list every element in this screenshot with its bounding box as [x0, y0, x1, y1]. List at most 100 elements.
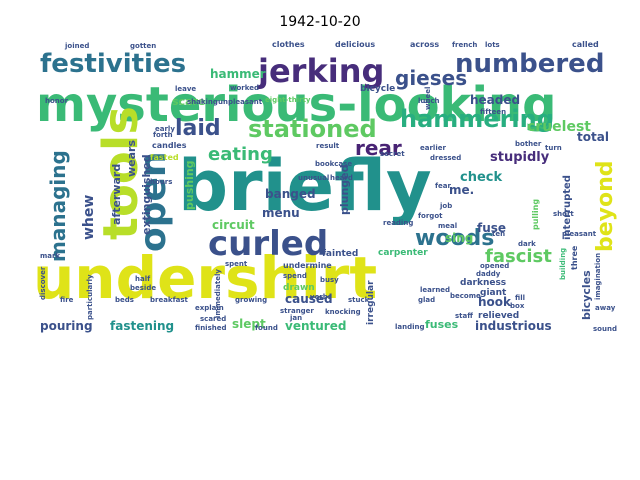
cloud-word: wheel	[424, 87, 432, 110]
cloud-word: industrious	[475, 319, 552, 333]
cloud-word: spent	[225, 260, 248, 268]
cloud-word: bookcase	[315, 160, 352, 168]
cloud-word: beside	[130, 284, 156, 292]
cloud-word: interrupted	[562, 175, 573, 240]
cloud-word: earlier	[420, 144, 446, 152]
cloud-word: early	[155, 125, 175, 133]
cloud-word: beyond	[593, 160, 618, 252]
cloud-word: fifteen	[480, 108, 506, 116]
cloud-word: found	[255, 324, 278, 332]
cloud-word: opened	[480, 262, 509, 270]
cloud-word: sing	[445, 231, 473, 245]
cloud-word: pleasant	[562, 230, 597, 238]
cloud-word: glad	[418, 296, 435, 304]
cloud-word: relieved	[478, 311, 519, 321]
cloud-word: honor	[45, 97, 69, 105]
cloud-word: mark	[40, 252, 60, 260]
cloud-word: discover	[39, 266, 47, 300]
cloud-word: heard	[330, 174, 353, 182]
cloud-word: scare	[172, 95, 205, 108]
cloud-word: bother	[515, 140, 542, 148]
cloud-word: open	[133, 151, 174, 252]
cloud-word: forth	[153, 131, 173, 139]
cloud-word: leave	[175, 85, 196, 93]
word-cloud-svg: undershirt briefly mysterious-lookingtools…	[33, 40, 618, 333]
cloud-word: drawn	[283, 283, 315, 293]
cloud-word: bicycle	[360, 84, 395, 94]
cloud-word: dressed	[430, 154, 461, 162]
cloud-word: giant	[480, 288, 507, 298]
cloud-word: hook	[478, 295, 512, 309]
cloud-word: mysterious-looking	[36, 77, 556, 133]
cloud-word: unusual	[298, 174, 329, 182]
cloud-word: explain	[195, 304, 224, 312]
cloud-word: fuse	[477, 221, 506, 235]
cloud-word: stupidly	[490, 150, 550, 165]
cloud-word: called	[572, 40, 599, 49]
cloud-word: pulling	[531, 199, 540, 230]
cloud-word: ventured	[285, 319, 346, 333]
cloud-word: sound	[593, 325, 617, 333]
cloud-word: breakfast	[150, 296, 189, 304]
cloud-word: growing	[235, 296, 267, 304]
cloud-word: whew	[81, 195, 97, 240]
cloud-word: meal	[438, 222, 457, 230]
cloud-word: immediately	[214, 269, 222, 318]
cloud-word: hammer	[210, 67, 266, 81]
cloud-word: away	[595, 304, 616, 312]
cloud-word: building	[559, 248, 567, 280]
cloud-word: gieses	[395, 66, 467, 90]
cloud-word: afterward	[110, 164, 123, 225]
cloud-word: festivities	[40, 49, 186, 79]
cloud-word: pouring	[40, 319, 93, 333]
cloud-word: stuck	[348, 296, 370, 304]
cloud-word: fasted	[150, 153, 179, 162]
cloud-word: total	[577, 130, 609, 144]
cloud-word: particularly	[86, 274, 94, 320]
cloud-word: woods	[415, 226, 494, 251]
cloud-word: ten	[492, 230, 505, 238]
cloud-word: box	[510, 302, 525, 310]
cloud-word: cruelest	[527, 119, 591, 135]
cloud-word: tools	[93, 106, 149, 240]
cloud-word: shaking	[187, 98, 218, 106]
cloud-word: slept	[232, 317, 266, 331]
cloud-word: beds	[115, 296, 134, 304]
cloud-word: jan	[289, 314, 302, 322]
cloud-word: forgot	[418, 212, 443, 220]
cloud-word: busy	[320, 276, 339, 284]
cloud-word: eight-thirty	[265, 96, 311, 104]
cloud-word: turn	[545, 144, 562, 152]
cloud-word: managing	[46, 150, 70, 262]
cloud-word: fainted	[322, 249, 358, 259]
cloud-word: laid	[175, 116, 221, 141]
cloud-word: rear	[355, 136, 402, 160]
cloud-word: check	[460, 170, 502, 185]
chart-title: 1942-10-20	[279, 14, 361, 30]
cloud-word: french	[452, 41, 477, 49]
cloud-word: landing	[395, 323, 425, 331]
cloud-word: stranger	[280, 307, 314, 315]
cloud-word: finished	[195, 324, 226, 332]
cloud-word: hammering	[400, 105, 554, 133]
cloud-word: stationed	[248, 115, 377, 143]
cloud-word: staff	[455, 312, 473, 320]
cloud-word: fill	[515, 294, 525, 302]
cloud-word: spend	[283, 272, 307, 280]
cloud-word: unpleasant	[218, 98, 263, 106]
cloud-word: three	[570, 245, 579, 270]
cloud-word: menu	[262, 206, 300, 220]
cloud-word: job	[439, 202, 452, 210]
cloud-word: briefly	[178, 145, 432, 227]
cloud-word: joined	[64, 42, 89, 50]
cloud-word: lunch	[418, 97, 440, 105]
cloud-word: banged	[265, 187, 316, 201]
cloud-word: hours	[150, 178, 172, 186]
cloud-word: dark	[518, 240, 536, 248]
cloud-word: short	[553, 210, 574, 218]
cloud-word: fastening	[110, 319, 174, 333]
cloud-word: result	[316, 142, 340, 150]
cloud-word: knocking	[325, 308, 361, 316]
cloud-word: irregular	[366, 280, 376, 325]
cloud-word: curled	[208, 224, 328, 264]
